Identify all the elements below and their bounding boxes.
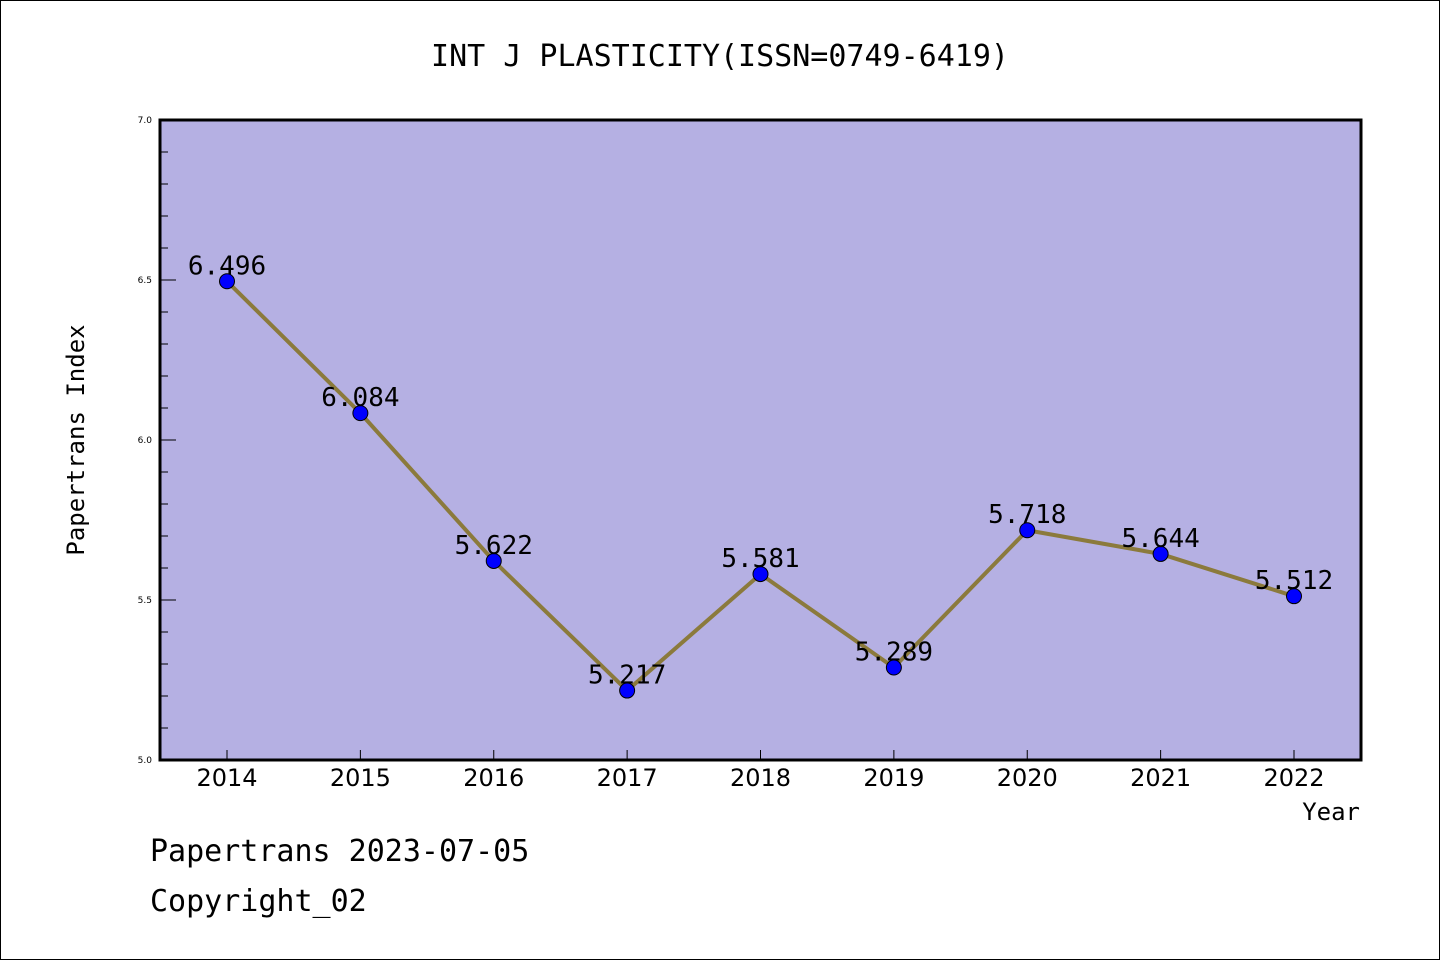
footer-copyright-line: Copyright_02	[150, 884, 367, 919]
x-axis-ticks: 2014 2015 2016 2017 2018 2019 2020 2021 2022	[196, 750, 1325, 792]
y-axis-label: Papertrans Index	[62, 324, 90, 555]
data-label: 5.289	[855, 638, 933, 668]
data-label: 5.622	[455, 531, 533, 561]
series-group	[219, 273, 1302, 699]
x-tick-label: 2018	[730, 764, 791, 792]
footer-date-line: Papertrans 2023-07-05	[150, 834, 530, 869]
data-point	[219, 273, 235, 290]
y-tick-label: 7.0	[138, 116, 153, 126]
x-tick-label: 2017	[597, 764, 658, 792]
data-point	[485, 552, 502, 569]
y-tick-label: 5.0	[138, 756, 153, 766]
data-point	[885, 659, 902, 676]
data-label: 5.581	[721, 544, 799, 574]
data-point	[752, 566, 769, 583]
data-label: 6.496	[188, 251, 266, 281]
data-label: 5.644	[1121, 524, 1199, 554]
data-label: 6.084	[321, 383, 399, 413]
x-tick-label: 2015	[330, 764, 391, 792]
x-tick-label: 2021	[1130, 764, 1191, 792]
data-label: 5.217	[588, 661, 666, 691]
y-tick-label: 6.5	[138, 276, 152, 286]
x-tick-label: 2014	[196, 764, 257, 792]
y-tick-label: 5.5	[138, 596, 152, 606]
data-labels: 6.496 6.084 5.622 5.217 5.581 5.289 5.718 5.644…	[188, 251, 1333, 690]
y-tick-label: 6.0	[138, 436, 153, 446]
plot-frame	[158, 118, 1363, 762]
data-point	[1152, 545, 1169, 562]
x-tick-label: 2016	[463, 764, 524, 792]
plot-area	[160, 120, 1361, 760]
data-label: 5.512	[1255, 566, 1333, 596]
data-point	[352, 405, 369, 422]
x-axis-label: Year	[1302, 798, 1360, 826]
x-tick-label: 2020	[997, 764, 1058, 792]
x-tick-label: 2022	[1263, 764, 1324, 792]
x-tick-label: 2019	[863, 764, 924, 792]
data-label: 5.718	[988, 500, 1066, 530]
data-point	[1019, 522, 1036, 539]
data-point	[619, 682, 636, 699]
chart-title: INT J PLASTICITY(ISSN=0749-6419)	[431, 39, 1009, 74]
data-point	[1286, 588, 1302, 605]
